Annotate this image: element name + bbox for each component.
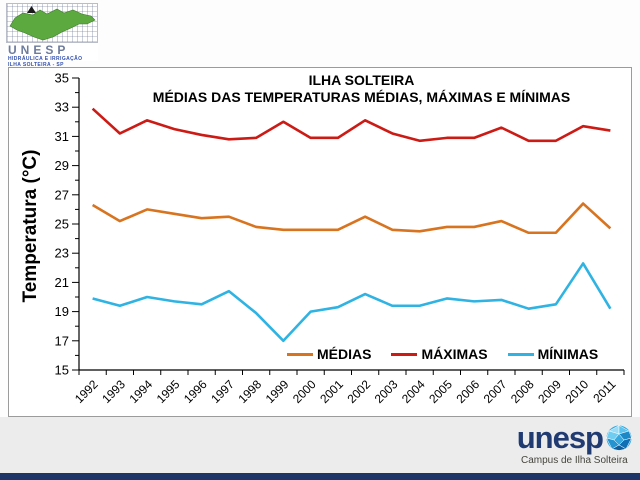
header-logo-subline-2: ILHA SOLTEIRA - SP — [8, 62, 64, 68]
y-axis-title: Temperatura (°C) — [20, 149, 41, 303]
sao-paulo-map-icon — [9, 6, 96, 41]
x-tick-label: 2001 — [317, 377, 346, 406]
header-logo-acronym: UNESP — [8, 43, 70, 57]
x-tick-label: 2006 — [453, 377, 482, 406]
x-tick-label: 2003 — [372, 377, 401, 406]
x-tick-label: 1996 — [181, 377, 210, 406]
y-tick-label: 17 — [55, 333, 69, 348]
x-tick-label: 1994 — [126, 377, 155, 406]
sao-paulo-map-shape — [9, 8, 96, 41]
x-tick-label: 2005 — [426, 377, 455, 406]
unesp-globe-icon — [606, 425, 632, 451]
y-tick-label: 21 — [55, 275, 69, 290]
legend-item-medias: MÉDIAS — [287, 346, 371, 362]
y-tick-label: 33 — [55, 100, 69, 115]
footer-logo-row: unesp — [516, 420, 632, 455]
chart-title: ILHA SOLTEIRA — [308, 72, 415, 88]
legend-item-maximas: MÁXIMAS — [391, 346, 488, 362]
y-tick-label: 25 — [55, 217, 69, 232]
y-tick-label: 23 — [55, 246, 69, 261]
map-triangle-mark — [27, 6, 36, 13]
legend-swatch-medias — [287, 352, 313, 356]
bottom-navy-bar — [0, 473, 640, 480]
x-tick-label: 1998 — [235, 377, 264, 406]
x-tick-label: 2004 — [399, 377, 428, 406]
y-tick-label: 35 — [55, 71, 69, 86]
y-tick-label: 19 — [55, 304, 69, 319]
footer-logo: unesp Campus de Ilha Solteira — [516, 420, 632, 466]
x-tick-label: 2011 — [590, 377, 618, 405]
series-line-maximas — [91, 107, 611, 143]
x-tick-label: 2009 — [535, 377, 564, 406]
footer-band — [0, 417, 640, 480]
x-tick-label: 1999 — [263, 377, 292, 406]
legend-label-medias: MÉDIAS — [317, 346, 372, 362]
chart-frame: 15 17 19 21 23 25 27 29 31 33 35 1992 1993 1994 1995 19… — [8, 67, 632, 417]
legend-label-minimas: MÍNIMAS — [537, 346, 599, 362]
legend-item-minimas: MÍNIMAS — [507, 346, 599, 362]
y-tick-label: 27 — [55, 187, 69, 202]
legend-label-maximas: MÁXIMAS — [421, 346, 488, 362]
logo-map-texture — [6, 3, 98, 43]
legend-swatch-maximas — [391, 352, 418, 356]
chart-subtitle: MÉDIAS DAS TEMPERATURAS MÉDIAS, MÁXIMAS … — [152, 89, 571, 105]
y-tick-label: 15 — [55, 363, 69, 378]
series-line-medias — [91, 202, 612, 235]
header-logo: UNESP HIDRÁULICA E IRRIGAÇÃO ILHA SOLTEI… — [6, 3, 98, 68]
series-line-minimas — [92, 262, 612, 343]
x-tick-label: 2000 — [290, 377, 319, 406]
footer-campus-label: Campus de Ilha Solteira — [520, 455, 628, 466]
x-tick-label: 2002 — [344, 377, 373, 406]
footer-brand-wordmark: unesp — [516, 420, 604, 455]
x-tick-label: 2010 — [562, 377, 591, 406]
x-tick-label: 1995 — [154, 377, 183, 406]
x-tick-label: 1993 — [99, 377, 128, 406]
header-logo-subline-1: HIDRÁULICA E IRRIGAÇÃO — [8, 56, 83, 62]
y-tick-label: 29 — [55, 158, 69, 173]
x-tick-label: 1992 — [72, 377, 101, 406]
x-tick-label: 2007 — [481, 377, 510, 406]
legend-swatch-minimas — [507, 352, 534, 356]
plot-area: 1517192123252729313335199219931994199519… — [55, 71, 625, 406]
chart-legend: MÉDIAS MÁXIMAS MÍNIMAS — [287, 346, 598, 362]
y-tick-label: 31 — [55, 129, 69, 144]
chart-title-block: ILHA SOLTEIRA MÉDIAS DAS TEMPERATURAS MÉ… — [99, 72, 624, 106]
x-tick-label: 1997 — [208, 377, 237, 406]
x-tick-label: 2008 — [508, 377, 537, 406]
